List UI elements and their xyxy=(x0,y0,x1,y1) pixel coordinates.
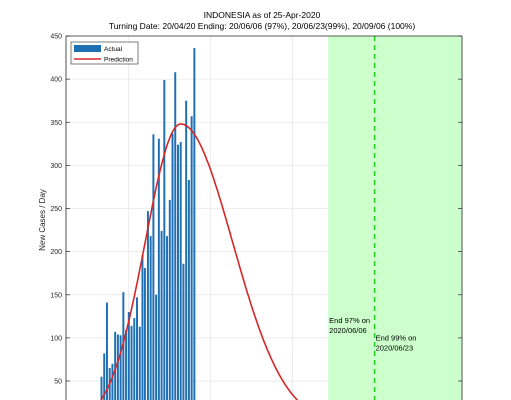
actual-bar xyxy=(103,353,106,400)
actual-bar xyxy=(171,133,174,400)
actual-bar xyxy=(174,72,177,400)
actual-bar xyxy=(136,297,138,400)
actual-bar xyxy=(185,100,188,400)
annotation-line: 2020/06/06 xyxy=(329,326,367,335)
actual-bar xyxy=(157,138,160,400)
actual-bar xyxy=(122,292,125,400)
actual-bar xyxy=(149,236,152,400)
actual-bars xyxy=(100,48,196,400)
actual-bar xyxy=(141,255,144,400)
actual-bar xyxy=(155,294,158,400)
actual-bar xyxy=(105,302,108,400)
actual-bar xyxy=(116,334,119,400)
annotation-line: End 97% on xyxy=(329,316,370,325)
prediction-curve xyxy=(100,123,299,400)
actual-bar xyxy=(160,230,163,400)
legend-actual-label: Actual xyxy=(104,46,123,53)
actual-bar xyxy=(127,312,130,400)
y-tick-label: 300 xyxy=(50,163,62,170)
actual-bar xyxy=(138,326,141,400)
axes xyxy=(65,35,463,400)
chart-subtitle: Turning Date: 20/04/20 Ending: 20/06/06 … xyxy=(109,21,416,31)
y-tick-label: 50 xyxy=(54,379,62,386)
legend: Actual Prediction xyxy=(70,41,139,65)
actual-bar xyxy=(152,134,155,400)
y-tick-label: 150 xyxy=(50,292,62,299)
actual-bar xyxy=(146,211,149,400)
y-tick-label: 400 xyxy=(50,77,62,84)
actual-bar xyxy=(125,330,128,400)
actual-bar xyxy=(176,144,179,400)
annotation-line: 2020/06/23 xyxy=(376,343,414,352)
y-tick-label: 450 xyxy=(50,34,62,41)
actual-bar xyxy=(166,236,169,400)
actual-bar xyxy=(100,376,103,400)
actual-bar xyxy=(168,199,171,400)
y-tick-label: 350 xyxy=(50,120,62,127)
actual-bar xyxy=(119,335,122,400)
actual-bar xyxy=(111,363,114,400)
legend-prediction-label: Prediction xyxy=(104,57,133,64)
y-axis-label: New Cases / Day xyxy=(38,189,47,251)
legend-actual-swatch xyxy=(74,45,101,52)
chart-title: INDONESIA as of 25-Apr-2020 xyxy=(204,10,321,20)
y-tick-label: 200 xyxy=(50,249,62,256)
y-tick-label: 250 xyxy=(50,206,62,213)
actual-bar xyxy=(130,325,133,400)
y-tick-label: 100 xyxy=(50,335,62,342)
actual-bar xyxy=(187,180,190,400)
end-97-region xyxy=(328,36,462,400)
actual-bar xyxy=(193,48,196,400)
actual-bar xyxy=(133,318,136,400)
actual-bar xyxy=(143,268,146,400)
y-tick-labels: 50 100 150 200 250 300 350 400 450 xyxy=(50,34,62,386)
annotation-line: End 99% on xyxy=(376,333,417,342)
actual-bar xyxy=(163,79,166,400)
actual-bar xyxy=(190,116,193,400)
actual-bar xyxy=(179,142,182,400)
actual-bar xyxy=(114,331,117,400)
actual-bar xyxy=(182,263,185,400)
